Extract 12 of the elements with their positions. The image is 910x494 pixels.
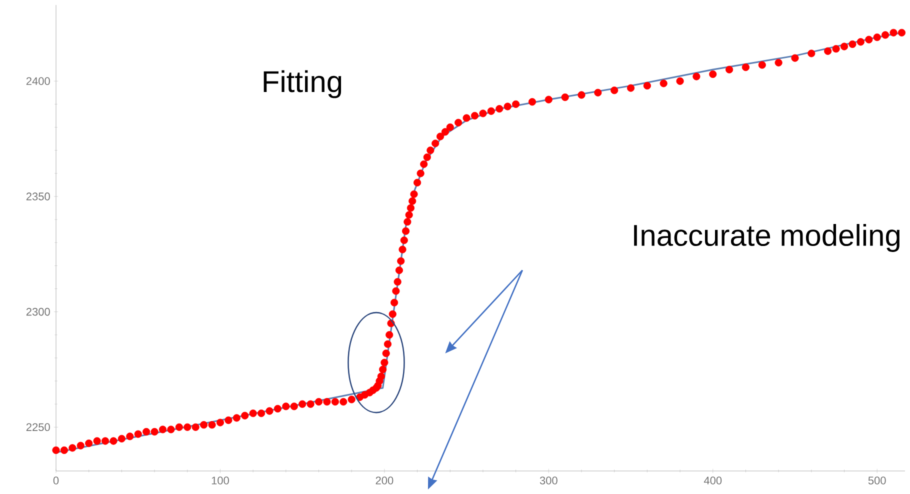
y-tick-label: 2300 bbox=[26, 308, 50, 316]
x-tick-label: 300 bbox=[540, 476, 558, 484]
y-tick-label: 2350 bbox=[26, 192, 50, 200]
x-tick-label: 0 bbox=[53, 476, 59, 484]
y-tick-label: 2250 bbox=[26, 423, 50, 432]
annotation: Inaccurate modeling bbox=[634, 224, 900, 252]
y-tick-label: 2400 bbox=[26, 77, 50, 86]
x-tick-label: 400 bbox=[704, 476, 722, 484]
x-tick-label: 100 bbox=[212, 476, 229, 484]
x-tick-label: 500 bbox=[868, 476, 886, 484]
x-tick-label: 200 bbox=[376, 476, 394, 484]
annotation: Fitting bbox=[264, 70, 342, 98]
